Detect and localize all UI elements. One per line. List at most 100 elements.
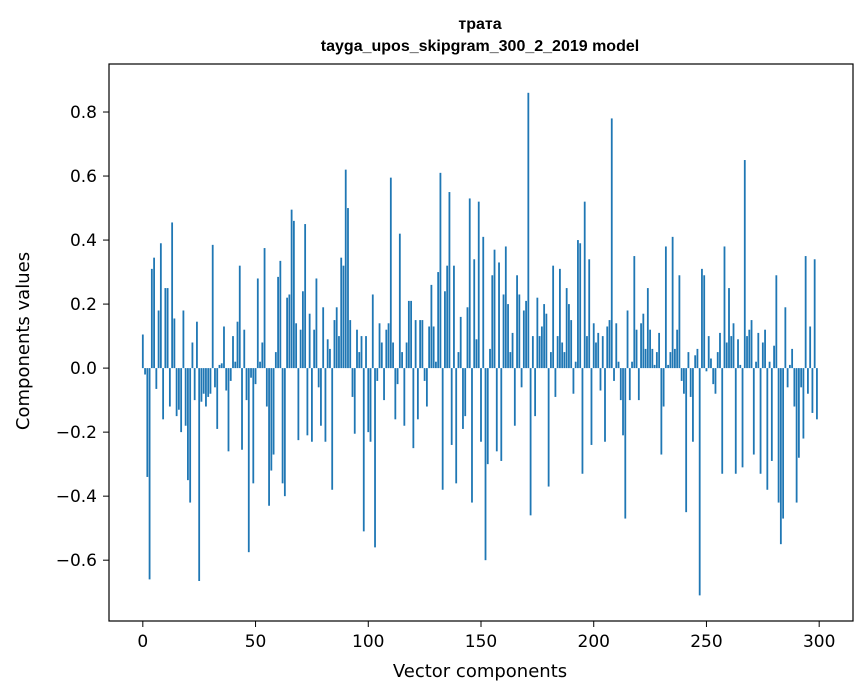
bar bbox=[207, 368, 210, 397]
chart-title: трата bbox=[458, 16, 501, 33]
bar bbox=[516, 275, 518, 369]
bar bbox=[198, 368, 201, 581]
bar bbox=[511, 332, 514, 369]
bar bbox=[157, 310, 160, 369]
bar bbox=[570, 320, 573, 369]
bar bbox=[144, 368, 146, 375]
bar bbox=[329, 348, 331, 369]
bar bbox=[331, 368, 334, 490]
bar bbox=[734, 368, 737, 474]
bar bbox=[349, 320, 352, 369]
x-axis-ticks: 0 50 100 150 200 250 300 bbox=[137, 621, 835, 652]
bar bbox=[446, 265, 449, 369]
bar bbox=[347, 208, 349, 369]
bar bbox=[367, 368, 370, 433]
bar bbox=[403, 368, 406, 426]
bar bbox=[351, 368, 354, 397]
bar bbox=[719, 332, 721, 369]
bar bbox=[459, 316, 462, 369]
bar bbox=[365, 336, 367, 369]
x-tick-label: 50 bbox=[245, 632, 267, 652]
bar bbox=[407, 300, 410, 369]
x-axis-label: Vector components bbox=[393, 661, 567, 682]
bar bbox=[811, 368, 814, 413]
bar bbox=[286, 297, 289, 369]
bar bbox=[617, 361, 620, 369]
bar bbox=[428, 326, 431, 369]
bar bbox=[646, 288, 649, 369]
bar bbox=[504, 246, 507, 369]
bar bbox=[344, 169, 347, 369]
bar bbox=[601, 336, 604, 369]
bar bbox=[202, 368, 205, 394]
bar bbox=[673, 348, 676, 369]
bar bbox=[809, 326, 812, 369]
bar bbox=[759, 368, 762, 474]
bar bbox=[725, 342, 728, 369]
bar bbox=[610, 118, 613, 369]
bar bbox=[590, 368, 593, 445]
bar bbox=[430, 284, 433, 369]
bar bbox=[556, 336, 559, 369]
bar bbox=[655, 352, 658, 369]
bar bbox=[225, 368, 228, 391]
bar bbox=[166, 288, 169, 369]
bar bbox=[468, 198, 471, 369]
bar bbox=[737, 339, 739, 369]
y-tick-label: 0.6 bbox=[70, 167, 97, 187]
bar bbox=[356, 329, 358, 369]
bar bbox=[421, 320, 424, 369]
bar bbox=[200, 368, 203, 402]
bar bbox=[804, 256, 807, 369]
bar bbox=[277, 276, 279, 369]
bar bbox=[813, 259, 816, 369]
bar bbox=[486, 368, 489, 465]
x-tick-label: 150 bbox=[465, 632, 497, 652]
bar bbox=[464, 368, 467, 417]
bar bbox=[389, 177, 392, 369]
bar bbox=[141, 334, 144, 369]
bar bbox=[755, 361, 757, 369]
bar bbox=[358, 352, 361, 369]
bar bbox=[392, 342, 394, 369]
x-tick-label: 250 bbox=[690, 632, 722, 652]
bar bbox=[247, 368, 250, 553]
bar bbox=[338, 336, 340, 369]
bar bbox=[171, 222, 174, 369]
bar bbox=[768, 361, 771, 369]
bar bbox=[716, 352, 719, 369]
bar bbox=[432, 326, 435, 369]
bar bbox=[369, 368, 372, 442]
bar bbox=[435, 361, 437, 369]
bar bbox=[184, 368, 187, 426]
bar bbox=[597, 332, 600, 369]
bar bbox=[450, 368, 453, 445]
bar bbox=[793, 368, 796, 407]
bar bbox=[633, 256, 636, 369]
bar bbox=[283, 368, 286, 497]
bar bbox=[412, 368, 415, 449]
bar bbox=[250, 368, 252, 378]
bar bbox=[313, 329, 316, 369]
bar bbox=[577, 240, 579, 369]
bar bbox=[272, 368, 275, 455]
bar bbox=[259, 361, 261, 369]
bar bbox=[205, 368, 207, 407]
bar bbox=[538, 336, 541, 369]
bar bbox=[522, 310, 525, 369]
y-tick-label: −0.2 bbox=[56, 423, 97, 443]
bar bbox=[752, 368, 755, 455]
bar bbox=[311, 368, 313, 442]
bar bbox=[622, 368, 624, 436]
bar bbox=[721, 368, 724, 474]
bar bbox=[525, 300, 527, 369]
bar bbox=[701, 268, 703, 369]
bar bbox=[173, 318, 176, 369]
bar bbox=[775, 275, 778, 369]
bar bbox=[615, 323, 618, 369]
bar bbox=[520, 368, 523, 388]
bar bbox=[710, 358, 712, 369]
bar bbox=[671, 236, 674, 369]
bar bbox=[696, 348, 699, 369]
bar bbox=[263, 248, 266, 369]
